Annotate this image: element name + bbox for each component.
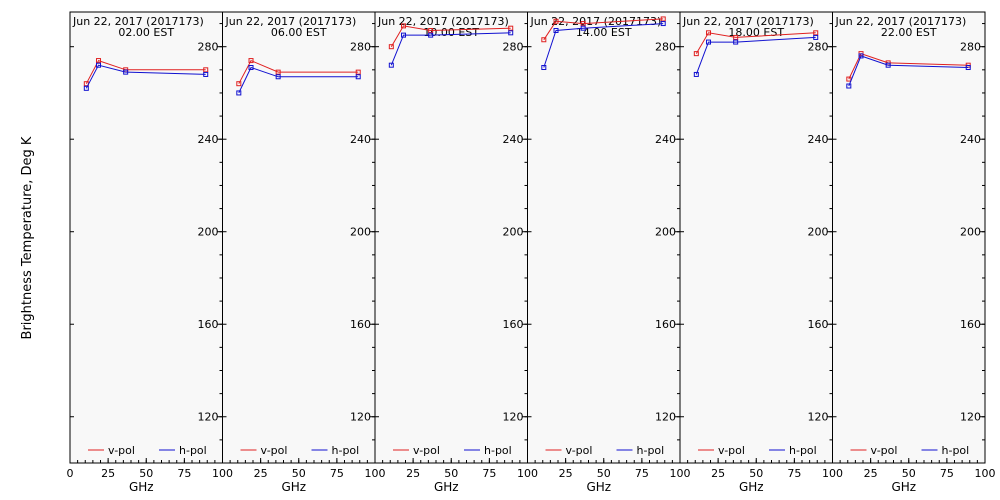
panel-3: Jun 22, 2017 (2017173)10.00 EST120160200… — [375, 12, 538, 494]
legend-label: v-pol — [261, 444, 288, 457]
panel-title-time: 06.00 EST — [271, 26, 327, 39]
y-tick-label: 200 — [808, 226, 829, 239]
y-tick-label: 120 — [198, 411, 219, 424]
legend-label: v-pol — [413, 444, 440, 457]
y-tick-label: 160 — [503, 318, 524, 331]
y-tick-label: 200 — [960, 226, 981, 239]
x-tick-label: 25 — [711, 467, 725, 480]
y-tick-label: 200 — [655, 226, 676, 239]
y-tick-label: 280 — [503, 41, 524, 54]
panel-title-time: 02.00 EST — [118, 26, 174, 39]
x-tick-label: 25 — [864, 467, 878, 480]
y-tick-label: 200 — [350, 226, 371, 239]
x-tick-label: 100 — [365, 467, 386, 480]
x-tick-label: 0 — [67, 467, 74, 480]
y-tick-label: 280 — [198, 41, 219, 54]
panel-2: Jun 22, 2017 (2017173)06.00 EST 120 160 200… — [223, 12, 386, 494]
x-tick-label: 50 — [597, 467, 611, 480]
y-tick-label: 280 — [655, 41, 676, 54]
x-tick-label: 100 — [212, 467, 233, 480]
y-tick-label: 240 — [350, 133, 371, 146]
y-tick-label: 240 — [808, 133, 829, 146]
y-tick-label: 160 — [808, 318, 829, 331]
x-axis-label: GHz — [891, 480, 916, 494]
panel-6: Jun 22, 2017 (2017173)22.00 EST 120 160 200… — [833, 12, 996, 494]
y-tick-label: 240 — [503, 133, 524, 146]
x-tick-label: 25 — [406, 467, 420, 480]
legend-label: h-pol — [637, 444, 665, 457]
x-axis-label: GHz — [739, 480, 764, 494]
legend-label: v-pol — [566, 444, 593, 457]
panel-title-time: 22.00 EST — [881, 26, 937, 39]
y-tick-label: 120 — [503, 411, 524, 424]
legend-label: h-pol — [942, 444, 970, 457]
y-axis-label: Brightness Temperature, Deg K — [20, 136, 35, 339]
legend-label: h-pol — [484, 444, 512, 457]
x-tick-label: 100 — [670, 467, 691, 480]
x-tick-label: 100 — [975, 467, 996, 480]
x-tick-label: 25 — [254, 467, 268, 480]
x-tick-label: 75 — [787, 467, 801, 480]
legend-label: h-pol — [789, 444, 817, 457]
y-tick-label: 120 — [655, 411, 676, 424]
panel-5: Jun 22, 2017 (2017173)18.00 EST120160200… — [680, 12, 843, 494]
x-tick-label: 50 — [139, 467, 153, 480]
legend-label: v-pol — [108, 444, 135, 457]
y-tick-label: 240 — [960, 133, 981, 146]
x-tick-label: 75 — [635, 467, 649, 480]
y-tick-label: 200 — [503, 226, 524, 239]
y-tick-label: 280 — [808, 41, 829, 54]
legend-label: v-pol — [871, 444, 898, 457]
x-tick-label: 25 — [559, 467, 573, 480]
panels-group: Jun 22, 2017 (2017173)02.00 EST120160200… — [67, 12, 996, 494]
x-tick-label: 100 — [822, 467, 843, 480]
x-axis-label: GHz — [281, 480, 306, 494]
y-tick-label: 160 — [655, 318, 676, 331]
x-tick-label: 50 — [444, 467, 458, 480]
y-tick-label: 200 — [198, 226, 219, 239]
x-tick-label: 75 — [940, 467, 954, 480]
legend-label: h-pol — [332, 444, 360, 457]
x-axis-label: GHz — [434, 480, 459, 494]
x-tick-label: 75 — [482, 467, 496, 480]
x-tick-label: 50 — [749, 467, 763, 480]
legend-label: v-pol — [718, 444, 745, 457]
y-tick-label: 160 — [350, 318, 371, 331]
y-tick-label: 280 — [350, 41, 371, 54]
panel-1: Jun 22, 2017 (2017173)02.00 EST 120 160 200… — [67, 12, 234, 494]
y-tick-label: 280 — [960, 41, 981, 54]
y-tick-label: 160 — [960, 318, 981, 331]
x-tick-label: 50 — [292, 467, 306, 480]
y-tick-label: 120 — [808, 411, 829, 424]
x-tick-label: 50 — [902, 467, 916, 480]
x-tick-label: 75 — [330, 467, 344, 480]
x-tick-label: 100 — [517, 467, 538, 480]
panel-4: Jun 22, 2017 (2017173)14.00 EST 120 160 200… — [528, 12, 691, 494]
x-axis-label: GHz — [129, 480, 154, 494]
y-tick-label: 240 — [655, 133, 676, 146]
y-tick-label: 120 — [960, 411, 981, 424]
x-tick-label: 75 — [177, 467, 191, 480]
y-tick-label: 160 — [198, 318, 219, 331]
y-tick-label: 240 — [198, 133, 219, 146]
x-axis-label: GHz — [586, 480, 611, 494]
legend-label: h-pol — [179, 444, 207, 457]
x-tick-label: 25 — [101, 467, 115, 480]
y-tick-label: 120 — [350, 411, 371, 424]
